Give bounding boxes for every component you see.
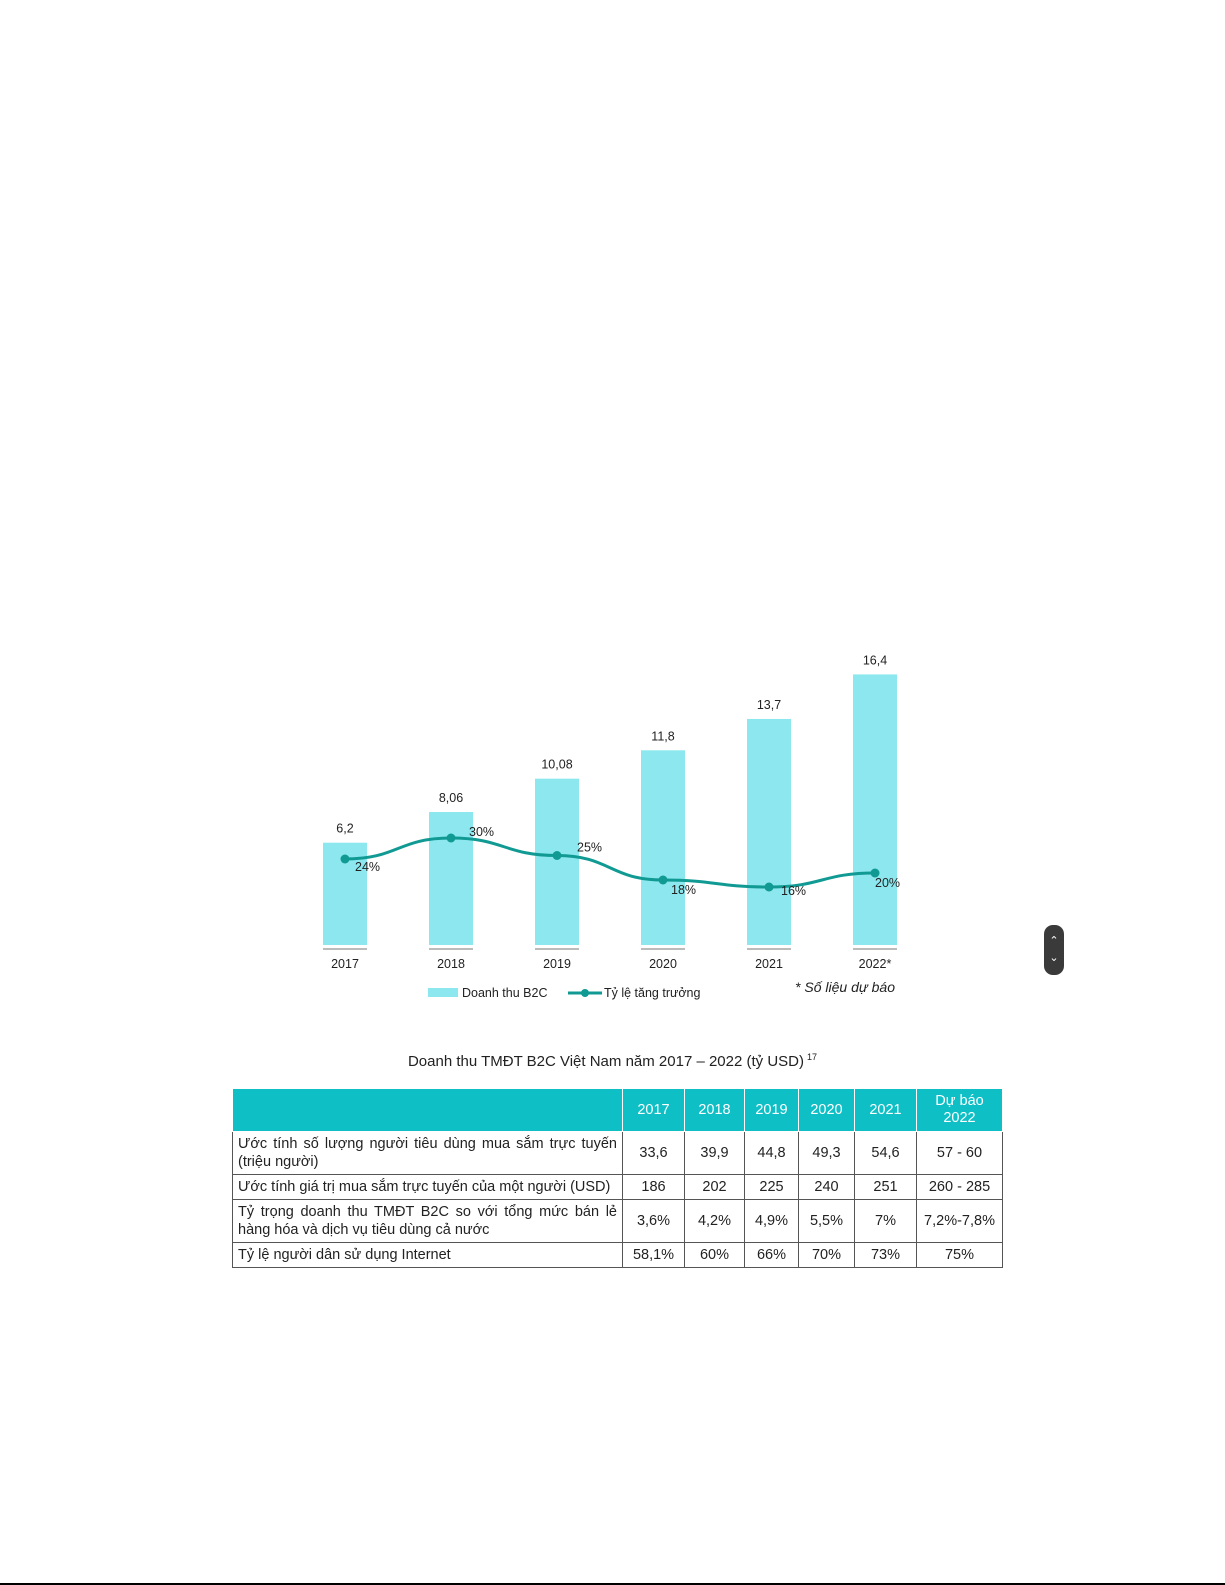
bar-value-label: 6,2 — [336, 822, 353, 836]
legend-swatch-marker — [581, 989, 589, 997]
table-cell: 60% — [684, 1242, 745, 1268]
table-row: Ước tính giá trị mua sắm trực tuyến của … — [232, 1174, 1003, 1200]
chevron-down-icon[interactable]: ⌄ — [1049, 952, 1059, 964]
table-cell: 39,9 — [684, 1131, 745, 1175]
header-cell: 2020 — [798, 1088, 855, 1132]
growth-rate-label: 18% — [671, 883, 696, 897]
table-row: Tỷ trọng doanh thu TMĐT B2C so với tổng … — [232, 1199, 1003, 1243]
table-cell: 5,5% — [798, 1199, 855, 1243]
forecast-note: * Số liệu dự báo — [795, 979, 895, 995]
bar-value-label: 16,4 — [863, 653, 887, 667]
table-cell: 3,6% — [622, 1199, 685, 1243]
header-cell — [232, 1088, 623, 1132]
table-cell: 202 — [684, 1174, 745, 1200]
table-cell: 70% — [798, 1242, 855, 1268]
table-cell: 260 - 285 — [916, 1174, 1003, 1200]
legend-label-bar: Doanh thu B2C — [462, 986, 547, 1000]
legend-label-line: Tỷ lệ tăng trưởng — [604, 986, 701, 1000]
table-cell: 4,9% — [744, 1199, 799, 1243]
bar-value-label: 10,08 — [541, 758, 572, 772]
header-cell: 2018 — [684, 1088, 745, 1132]
growth-rate-point — [658, 875, 668, 885]
x-tick-label: 2020 — [649, 957, 677, 971]
table-cell: 33,6 — [622, 1131, 685, 1175]
table-cell: 7,2%-7,8% — [916, 1199, 1003, 1243]
growth-rate-point — [340, 854, 350, 864]
x-tick-label: 2019 — [543, 957, 571, 971]
table-cell: 66% — [744, 1242, 799, 1268]
table-cell: 73% — [854, 1242, 917, 1268]
chart-caption: Doanh thu TMĐT B2C Việt Nam năm 2017 – 2… — [0, 1052, 1225, 1070]
table-cell: 54,6 — [854, 1131, 917, 1175]
bar-2021 — [747, 718, 791, 945]
table-cell: 75% — [916, 1242, 1003, 1268]
table-cell: 57 - 60 — [916, 1131, 1003, 1175]
caption-footnote: 17 — [807, 1052, 818, 1062]
growth-rate-point — [764, 882, 774, 892]
x-tick-label: 2018 — [437, 957, 465, 971]
chart-caption-text: Doanh thu TMĐT B2C Việt Nam năm 2017 – 2… — [407, 1053, 804, 1070]
bar-2019 — [535, 778, 579, 945]
table-cell: 186 — [622, 1174, 685, 1200]
bar-2020 — [641, 750, 685, 945]
table-cell: 7% — [854, 1199, 917, 1243]
bar-value-label: 11,8 — [651, 729, 674, 743]
header-cell: 2021 — [854, 1088, 917, 1132]
table-cell: 44,8 — [744, 1131, 799, 1175]
bar-value-label: 13,7 — [757, 698, 781, 712]
growth-rate-label: 25% — [577, 841, 602, 855]
table-cell: 4,2% — [684, 1199, 745, 1243]
row-label: Tỷ lệ người dân sử dụng Internet — [232, 1242, 623, 1268]
table-row: Tỷ lệ người dân sử dụng Internet 58,1% 6… — [232, 1242, 1003, 1268]
chevron-up-icon[interactable]: ⌃ — [1049, 935, 1059, 947]
ecommerce-stats-table: 2017 2018 2019 2020 2021 Dự báo 2022 Ước… — [232, 1088, 1003, 1268]
bar-2018 — [429, 812, 473, 945]
row-label: Ước tính số lượng người tiêu dùng mua sắ… — [232, 1131, 623, 1175]
x-tick-label: 2022* — [859, 957, 892, 971]
page-scroll-control[interactable]: ⌃ ⌄ — [1044, 925, 1064, 975]
growth-rate-label: 16% — [781, 884, 806, 898]
x-tick-label: 2017 — [331, 957, 359, 971]
table-cell: 240 — [798, 1174, 855, 1200]
table-header-row: 2017 2018 2019 2020 2021 Dự báo 2022 — [232, 1088, 1003, 1132]
table-cell: 49,3 — [798, 1131, 855, 1175]
table-cell: 225 — [744, 1174, 799, 1200]
table-row: Ước tính số lượng người tiêu dùng mua sắ… — [232, 1131, 1003, 1175]
page-bottom-border — [0, 1583, 1225, 1585]
row-label: Ước tính giá trị mua sắm trực tuyến của … — [232, 1174, 623, 1200]
header-cell: Dự báo 2022 — [916, 1088, 1003, 1132]
header-cell: 2017 — [622, 1088, 685, 1132]
row-label: Tỷ trọng doanh thu TMĐT B2C so với tổng … — [232, 1199, 623, 1243]
growth-rate-label: 24% — [355, 860, 380, 874]
header-cell: 2019 — [744, 1088, 799, 1132]
growth-rate-point — [870, 868, 880, 878]
growth-rate-label: 30% — [469, 825, 494, 839]
growth-rate-label: 20% — [875, 876, 900, 890]
b2c-revenue-chart: 6,2 8,06 10,08 11,8 13,7 16,4 24% 30% 25% 18% 16%… — [323, 653, 900, 1000]
table-cell: 58,1% — [622, 1242, 685, 1268]
growth-rate-point — [446, 833, 456, 843]
legend-swatch-bar — [428, 988, 458, 997]
growth-rate-line — [344, 836, 876, 889]
table-cell: 251 — [854, 1174, 917, 1200]
bar-value-label: 8,06 — [439, 791, 463, 805]
x-tick-label: 2021 — [755, 957, 783, 971]
growth-rate-point — [552, 851, 562, 860]
bar-2022 — [853, 674, 897, 945]
